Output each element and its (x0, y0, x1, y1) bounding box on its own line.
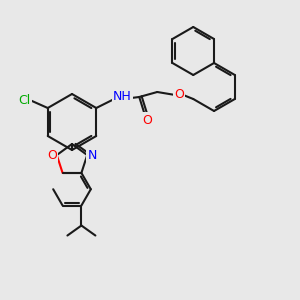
Text: N: N (88, 148, 97, 162)
Text: NH: NH (113, 91, 132, 103)
Text: Cl: Cl (19, 94, 31, 106)
Text: O: O (142, 113, 152, 127)
Text: O: O (174, 88, 184, 101)
Text: O: O (47, 148, 57, 162)
